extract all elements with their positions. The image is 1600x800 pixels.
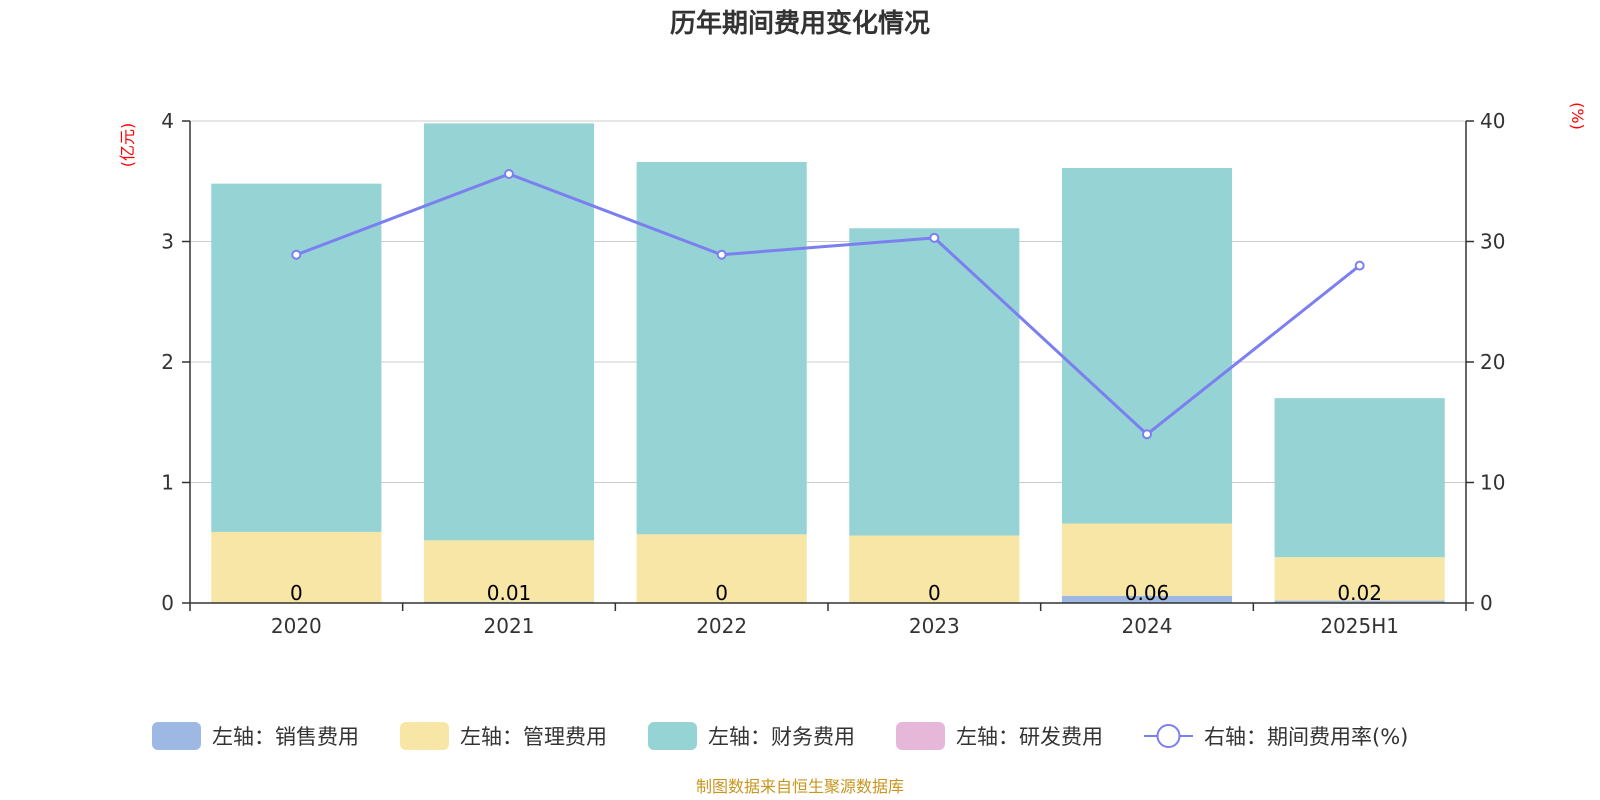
right-tick-label-10: 10 — [1480, 471, 1505, 495]
legend-label-sales: 左轴：销售费用 — [212, 725, 359, 749]
rate-point-2022 — [716, 249, 727, 260]
left-tick-label-2: 2 — [161, 350, 174, 374]
bar-finance-2020 — [211, 183, 382, 532]
bar-admin-2025H1 — [1274, 557, 1445, 601]
right-tick-label-0: 0 — [1480, 591, 1493, 615]
bars — [211, 123, 1445, 603]
bar-admin-2021 — [423, 540, 595, 602]
rate-point-2021 — [504, 169, 514, 180]
bar-admin-2023 — [849, 535, 1020, 603]
right-tick-label-40: 40 — [1480, 109, 1505, 133]
bar-finance-2023 — [849, 228, 1020, 536]
legend-swatch-finance — [648, 722, 697, 750]
bar-sales-2024 — [1061, 595, 1233, 603]
rate-point-2023 — [929, 232, 940, 243]
rate-point-2025H1 — [1354, 260, 1365, 271]
legend-label-admin: 左轴：管理费用 — [460, 725, 607, 749]
rate-line-path — [295, 172, 1361, 437]
sales-label-2020: 0 — [290, 581, 303, 605]
rate-line — [291, 169, 1365, 440]
legend-label-rate: 右轴：期间费用率(%) — [1204, 725, 1408, 749]
x-tick-label-2023: 2023 — [909, 614, 960, 638]
chart-title: 历年期间费用变化情况 — [670, 8, 930, 39]
right-tick-label-30: 30 — [1480, 230, 1505, 254]
x-tick-label-2024: 2024 — [1122, 614, 1173, 638]
left-tick-label-4: 4 — [161, 109, 174, 133]
data-labels: 0 0.01 0 0 0.06 0.02 — [290, 581, 1382, 605]
sales-label-2024: 0.06 — [1125, 581, 1170, 605]
legend-item-admin[interactable]: 左轴：管理费用 — [400, 722, 607, 750]
bar-admin-2022 — [636, 534, 807, 603]
bar-finance-2022 — [636, 161, 807, 535]
legend-label-rd: 左轴：研发费用 — [956, 725, 1103, 749]
legend-item-sales[interactable]: 左轴：销售费用 — [152, 722, 359, 750]
sales-label-2023: 0 — [928, 581, 941, 605]
rate-point-2024 — [1142, 429, 1152, 440]
x-tick-label-2025H1: 2025H1 — [1320, 614, 1399, 638]
bar-finance-2024 — [1061, 167, 1233, 524]
sales-label-2022: 0 — [715, 581, 728, 605]
legend-item-rate[interactable]: 右轴：期间费用率(%) — [1144, 724, 1408, 749]
bar-admin-2024 — [1061, 523, 1233, 596]
right-axis-unit: (%) — [1568, 102, 1587, 130]
x-tick-label-2021: 2021 — [484, 614, 535, 638]
right-tick-label-20: 20 — [1480, 350, 1505, 374]
sales-label-2021: 0.01 — [487, 581, 532, 605]
bar-finance-2021 — [423, 123, 595, 541]
legend-swatch-sales — [152, 722, 201, 750]
legend-item-rd[interactable]: 左轴：研发费用 — [896, 722, 1103, 750]
legend-item-finance[interactable]: 左轴：财务费用 — [648, 722, 855, 750]
legend-label-finance: 左轴：财务费用 — [708, 725, 855, 749]
bar-sales-2025H1 — [1274, 600, 1445, 603]
left-tick-label-0: 0 — [161, 591, 174, 615]
legend-swatch-rd — [896, 722, 945, 750]
legend: 左轴：销售费用 左轴：管理费用 左轴：财务费用 左轴：研发费用 右轴：期间费用率(%) — [152, 722, 1408, 750]
legend-swatch-admin — [400, 722, 449, 750]
grid-lines — [190, 120, 1466, 483]
source-note: 制图数据来自恒生聚源数据库 — [696, 777, 904, 796]
x-tick-label-2022: 2022 — [696, 614, 747, 638]
x-tick-label-2020: 2020 — [271, 614, 322, 638]
bar-admin-2020 — [211, 531, 382, 603]
left-tick-label-3: 3 — [161, 230, 174, 254]
legend-swatch-marker — [1156, 724, 1181, 748]
left-tick-label-1: 1 — [161, 471, 174, 495]
sales-label-2025H1: 0.02 — [1337, 581, 1382, 605]
bar-finance-2025H1 — [1274, 398, 1445, 558]
left-axis-unit: (亿元) — [118, 123, 137, 168]
rate-point-2020 — [291, 249, 302, 260]
